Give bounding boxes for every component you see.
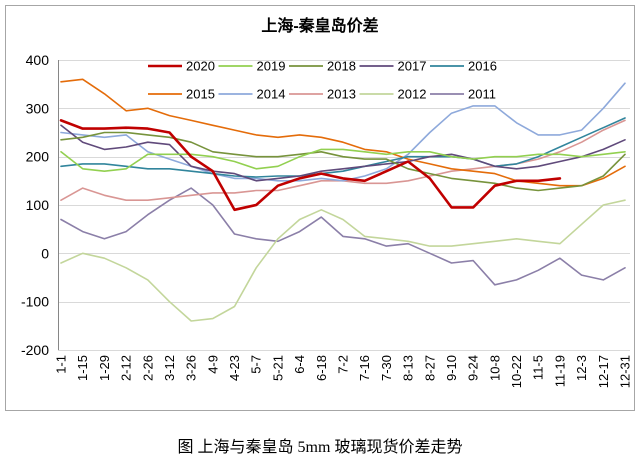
x-tick-label: 10-8 <box>487 355 502 381</box>
x-tick-label: 2-26 <box>140 355 155 381</box>
x-tick-label: 11-5 <box>531 355 546 380</box>
y-tick-label: 0 <box>41 245 49 261</box>
y-tick-label: -100 <box>21 294 49 310</box>
y-axis: -200 -100 0 100 200 300 400 <box>21 52 49 358</box>
legend-item-2017: 2017 <box>359 59 427 74</box>
legend-item-2019: 2019 <box>218 59 286 74</box>
x-tick-label: 7-2 <box>336 355 351 374</box>
chart-title: 上海-秦皇岛价差 <box>261 16 378 35</box>
x-tick-label: 10-22 <box>509 355 524 388</box>
chart-frame <box>5 5 635 411</box>
x-tick-label: 11-19 <box>552 355 567 387</box>
legend-label-2011: 2011 <box>468 87 496 102</box>
legend-item-2018: 2018 <box>289 59 356 74</box>
series-line-2015 <box>60 78 626 187</box>
series-line-2020 <box>59 119 562 212</box>
series-line-2012 <box>60 199 626 322</box>
x-tick-label: 3-26 <box>184 355 199 381</box>
legend-label-2014: 2014 <box>257 87 286 102</box>
x-tick-label: 2-12 <box>119 355 134 381</box>
series-line-2018 <box>60 131 626 192</box>
x-tick-label: 12-31 <box>618 355 633 388</box>
x-tick-label: 6-4 <box>292 355 307 374</box>
series-lines <box>59 78 626 322</box>
legend-label-2019: 2019 <box>257 59 286 74</box>
x-tick-label: 7-16 <box>357 355 372 381</box>
x-tick-label: 3-12 <box>162 355 177 381</box>
legend-item-2015: 2015 <box>148 87 215 102</box>
y-tick-label: -200 <box>21 342 49 358</box>
legend-item-2013: 2013 <box>289 87 356 102</box>
x-tick-label: 1-29 <box>97 355 112 381</box>
x-tick-label: 9-24 <box>466 355 481 381</box>
legend-label-2016: 2016 <box>468 59 497 74</box>
series-line-2019 <box>60 148 626 172</box>
legend-item-2012: 2012 <box>359 87 427 102</box>
x-tick-label: 8-13 <box>401 355 416 381</box>
x-tick-label: 12-3 <box>574 355 589 381</box>
figure-caption: 图 上海与秦皇岛 5mm 玻璃现货价差走势 <box>178 438 463 456</box>
legend-label-2012: 2012 <box>398 87 427 102</box>
series-line-2016 <box>60 117 626 178</box>
series-line-2017 <box>60 124 626 182</box>
x-axis: 1-1 1-15 1-29 2-12 2-26 3-12 3-26 4-9 4-23 5-7 5-2… <box>54 355 633 388</box>
legend-label-2020: 2020 <box>186 59 215 74</box>
x-tick-label: 7-30 <box>379 355 394 381</box>
legend-item-2014: 2014 <box>218 87 286 102</box>
x-tick-label: 8-27 <box>422 355 437 381</box>
legend-label-2017: 2017 <box>398 59 427 74</box>
y-tick-label: 400 <box>26 52 50 68</box>
legend-label-2018: 2018 <box>327 59 356 74</box>
legend: 2020 2019 2018 2017 2016 2015 2014 2013 2012 2011 <box>148 59 497 102</box>
legend-label-2013: 2013 <box>327 87 356 102</box>
series-line-2011 <box>60 187 626 286</box>
y-tick-label: 200 <box>26 149 50 165</box>
x-tick-label: 5-7 <box>249 355 264 374</box>
x-tick-label: 1-1 <box>54 355 69 374</box>
x-tick-label: 4-23 <box>227 355 242 381</box>
x-tick-label: 4-9 <box>205 355 220 374</box>
x-tick-label: 6-18 <box>314 355 329 381</box>
y-tick-label: 100 <box>26 197 50 213</box>
x-tick-label: 12-17 <box>596 355 611 388</box>
legend-item-2011: 2011 <box>430 87 496 102</box>
legend-label-2015: 2015 <box>186 87 215 102</box>
x-tick-label: 1-15 <box>75 355 90 381</box>
legend-item-2020: 2020 <box>148 59 215 74</box>
x-tick-label: 5-21 <box>270 355 285 381</box>
legend-item-2016: 2016 <box>430 59 497 74</box>
x-tick-label: 9-10 <box>444 355 459 381</box>
y-tick-label: 300 <box>26 100 50 116</box>
